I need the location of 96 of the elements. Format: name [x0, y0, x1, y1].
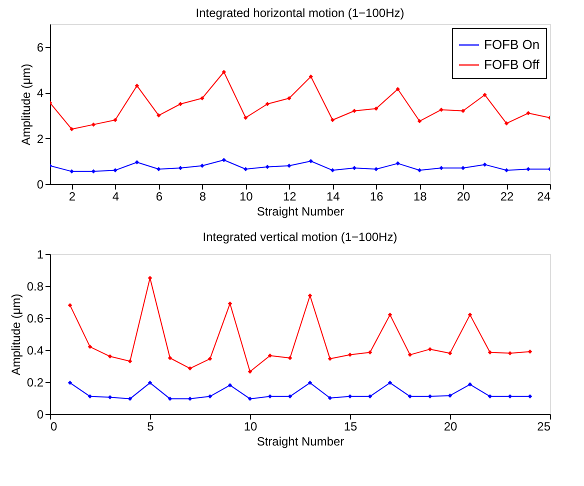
- x-tick-label: 12: [282, 190, 297, 204]
- x-tick-label: 4: [112, 190, 120, 204]
- x-tick-label: 14: [326, 190, 340, 204]
- y-tick-label: 6: [36, 40, 44, 54]
- point: [374, 106, 378, 111]
- y-tick-label: 1: [36, 248, 44, 262]
- point: [178, 102, 183, 106]
- y-tick-label: 0.8: [26, 280, 44, 294]
- point: [508, 394, 512, 399]
- point: [156, 113, 161, 118]
- point: [113, 168, 118, 172]
- point: [248, 369, 252, 374]
- point: [208, 394, 212, 399]
- point: [178, 166, 183, 170]
- x-tick-label: 10: [239, 190, 254, 204]
- point: [348, 394, 352, 399]
- y-tick-label: 0: [36, 408, 44, 422]
- x-tick-label: 22: [500, 190, 514, 204]
- point: [108, 354, 112, 359]
- legend-label: FOFB Off: [484, 57, 540, 72]
- x-tick-label: 25: [537, 420, 551, 434]
- point: [268, 394, 272, 399]
- point: [228, 301, 232, 306]
- point: [287, 96, 292, 100]
- point: [408, 394, 412, 399]
- point: [288, 356, 292, 360]
- point: [168, 356, 172, 360]
- chart-title: Integrated horizontal motion (1−100Hz): [196, 6, 404, 20]
- chart-title: Integrated vertical motion (1−100Hz): [202, 230, 398, 244]
- point: [448, 393, 452, 398]
- x-tick-label: 18: [413, 190, 428, 204]
- point: [188, 366, 192, 371]
- x-axis-title: Straight Number: [256, 434, 344, 448]
- point: [265, 164, 270, 169]
- x-tick-label: 8: [199, 190, 206, 204]
- point: [308, 159, 313, 164]
- x-tick-label: 10: [244, 420, 258, 434]
- x-tick-label: 24: [537, 190, 551, 204]
- point: [526, 167, 530, 172]
- point: [374, 167, 378, 172]
- point: [482, 92, 487, 97]
- point: [244, 116, 248, 120]
- point: [91, 122, 96, 127]
- point: [308, 74, 313, 79]
- point: [200, 164, 204, 168]
- point: [91, 169, 96, 174]
- x-tick-label: 0: [50, 420, 58, 434]
- point: [417, 119, 422, 124]
- point: [488, 394, 492, 399]
- y-tick-label: 0.2: [26, 376, 44, 390]
- point: [368, 394, 372, 399]
- point: [368, 350, 372, 355]
- point: [88, 394, 92, 399]
- point: [330, 118, 335, 122]
- point: [156, 167, 161, 172]
- point: [265, 102, 270, 106]
- x-axis-title: Straight Number: [256, 204, 344, 218]
- point: [288, 394, 292, 399]
- point: [526, 111, 530, 116]
- y-tick-label: 0.4: [26, 344, 44, 358]
- point: [308, 293, 312, 298]
- point: [268, 353, 272, 358]
- y-tick-label: 0.6: [26, 312, 44, 326]
- point: [222, 70, 226, 74]
- y-axis-title: Amplitude (μm): [8, 294, 23, 376]
- point: [468, 382, 472, 387]
- point: [428, 394, 432, 399]
- y-tick-label: 0: [36, 178, 44, 192]
- y-axis-title: Amplitude (μm): [18, 64, 33, 146]
- line-series: [50, 158, 550, 174]
- legend-label: FOFB On: [484, 37, 540, 52]
- point: [528, 394, 532, 399]
- point: [200, 96, 204, 100]
- point: [439, 108, 444, 112]
- point: [70, 127, 74, 132]
- x-tick-label: 16: [370, 190, 384, 204]
- point: [328, 396, 332, 400]
- point: [488, 350, 492, 355]
- point: [396, 87, 400, 92]
- x-tick-label: 5: [147, 420, 154, 434]
- point: [460, 108, 466, 113]
- y-tick-label: 2: [36, 132, 44, 146]
- x-tick-label: 2: [68, 190, 76, 204]
- point: [222, 158, 226, 162]
- y-tick-label: 4: [36, 86, 44, 100]
- point: [244, 167, 248, 172]
- x-tick-label: 6: [156, 190, 163, 204]
- x-tick-label: 20: [444, 420, 458, 434]
- point: [330, 168, 335, 172]
- x-tick-label: 15: [344, 420, 358, 434]
- point: [396, 161, 400, 166]
- point: [528, 349, 532, 354]
- x-tick-label: 20: [456, 190, 471, 204]
- point: [352, 108, 356, 113]
- point: [287, 164, 292, 168]
- point: [504, 121, 509, 126]
